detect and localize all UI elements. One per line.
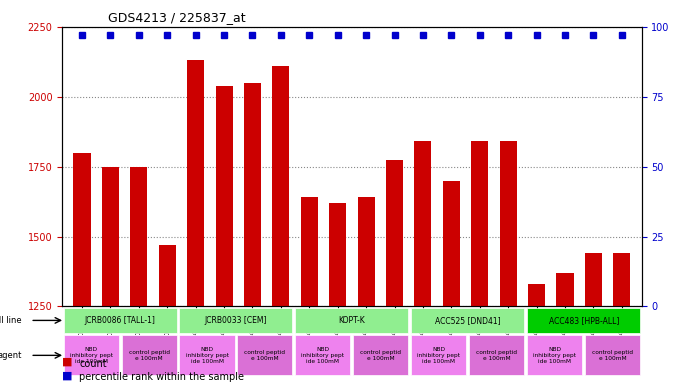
Text: NBD
inhibitory pept
ide 100mM: NBD inhibitory pept ide 100mM [302,347,344,364]
Bar [500,141,517,384]
Bar [73,153,90,384]
Text: control peptid
e 100mM: control peptid e 100mM [128,350,170,361]
Bar [329,203,346,384]
FancyBboxPatch shape [585,335,640,376]
Text: control peptid
e 100mM: control peptid e 100mM [360,350,402,361]
FancyBboxPatch shape [411,335,466,376]
FancyBboxPatch shape [179,308,293,333]
Text: control peptid
e 100mM: control peptid e 100mM [592,350,633,361]
Text: NBD
inhibitory pept
ide 100mM: NBD inhibitory pept ide 100mM [533,347,576,364]
FancyBboxPatch shape [295,308,408,333]
Bar [273,66,289,384]
Text: control peptid
e 100mM: control peptid e 100mM [476,350,518,361]
Text: control peptid
e 100mM: control peptid e 100mM [244,350,286,361]
FancyBboxPatch shape [63,335,119,376]
Bar [613,253,631,384]
Bar [471,141,489,384]
FancyBboxPatch shape [63,308,177,333]
Text: JCRB0086 [TALL-1]: JCRB0086 [TALL-1] [85,316,155,325]
FancyBboxPatch shape [353,335,408,376]
Bar [159,245,176,384]
Text: ACC525 [DND41]: ACC525 [DND41] [435,316,501,325]
Text: JCRB0033 [CEM]: JCRB0033 [CEM] [205,316,267,325]
Bar [187,60,204,384]
FancyBboxPatch shape [179,335,235,376]
Bar [528,284,545,384]
FancyBboxPatch shape [527,335,582,376]
Text: NBD
inhibitory pept
ide 100mM: NBD inhibitory pept ide 100mM [70,347,112,364]
Text: NBD
inhibitory pept
ide 100mM: NBD inhibitory pept ide 100mM [186,347,228,364]
FancyBboxPatch shape [411,308,524,333]
Text: ■: ■ [62,370,72,380]
Text: count: count [79,359,107,369]
Bar [102,167,119,384]
Bar [556,273,573,384]
Bar [443,180,460,384]
Text: KOPT-K: KOPT-K [339,316,365,325]
Bar [415,141,431,384]
Bar [244,83,261,384]
Text: agent: agent [0,351,21,360]
Text: GDS4213 / 225837_at: GDS4213 / 225837_at [108,11,246,24]
Text: NBD
inhibitory pept
ide 100mM: NBD inhibitory pept ide 100mM [417,347,460,364]
Bar [357,197,375,384]
FancyBboxPatch shape [527,308,640,333]
Bar [215,86,233,384]
Text: cell line: cell line [0,316,21,325]
FancyBboxPatch shape [121,335,177,376]
Text: percentile rank within the sample: percentile rank within the sample [79,372,244,382]
Bar [130,167,148,384]
Bar [585,253,602,384]
FancyBboxPatch shape [237,335,293,376]
FancyBboxPatch shape [469,335,524,376]
Text: ■: ■ [62,357,72,367]
Bar [386,160,403,384]
Text: ACC483 [HPB-ALL]: ACC483 [HPB-ALL] [549,316,619,325]
FancyBboxPatch shape [295,335,351,376]
Bar [301,197,318,384]
